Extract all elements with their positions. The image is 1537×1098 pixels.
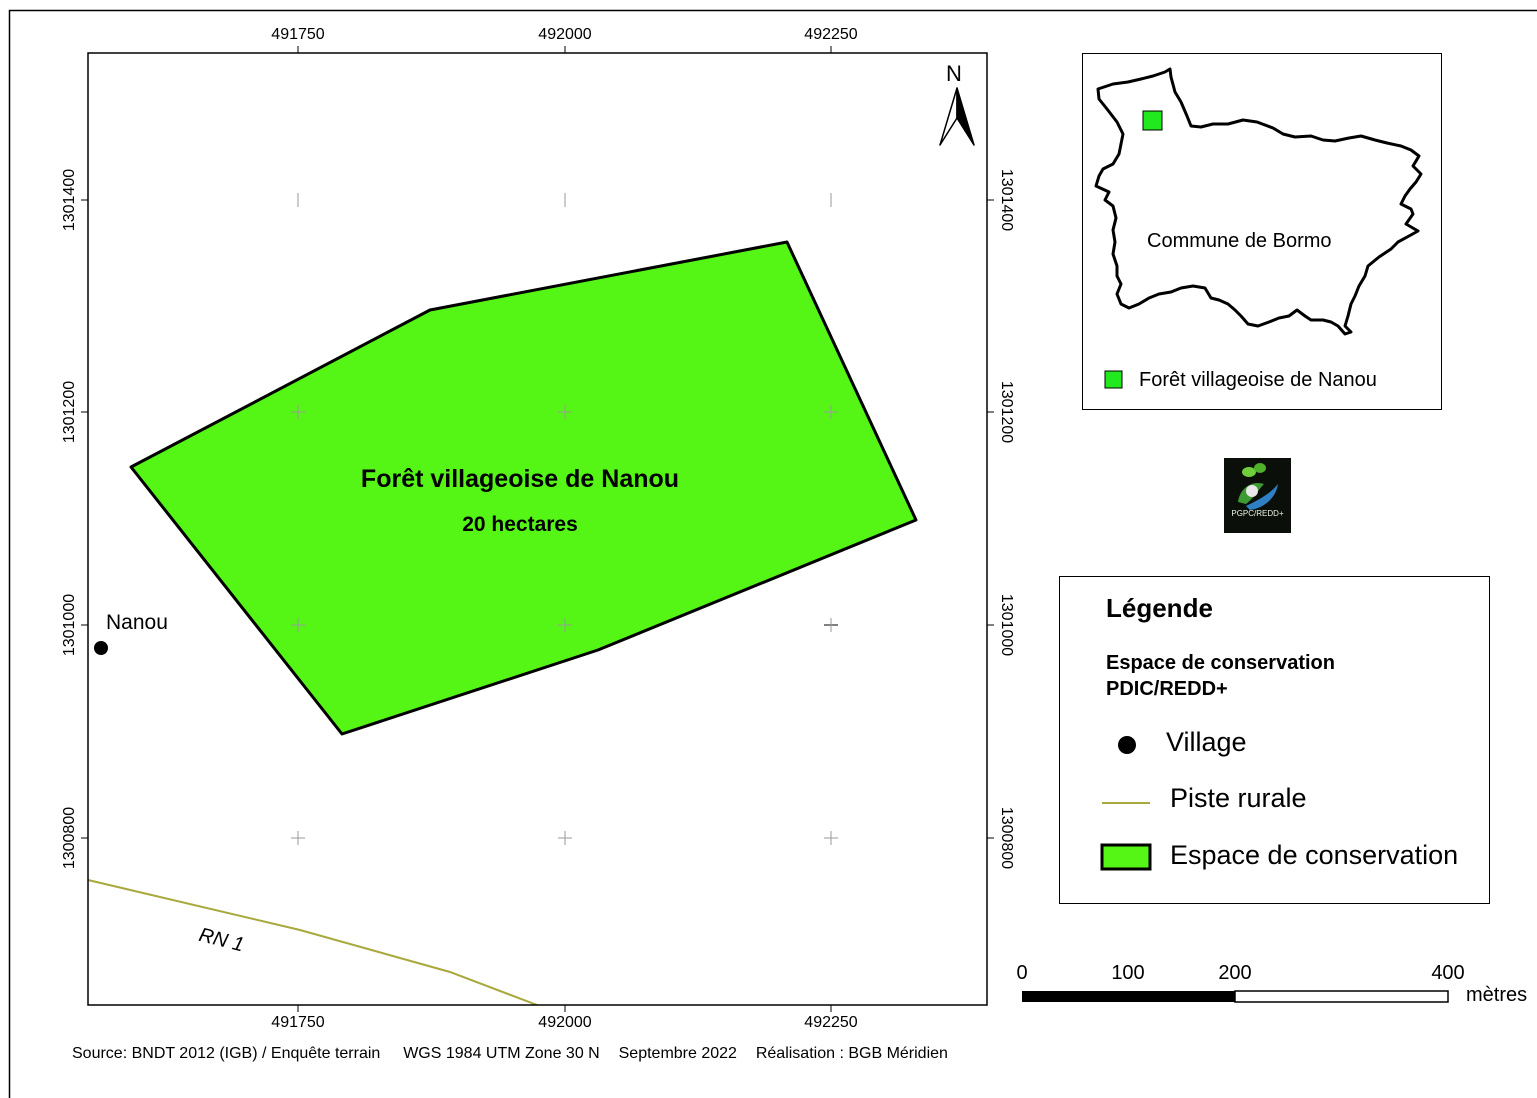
legend-item-conservation: Espace de conservation <box>1170 840 1459 870</box>
x-tick-bottom-2: 492000 <box>538 1014 592 1031</box>
y-tick-left-1: 1301400 <box>61 168 78 232</box>
north-arrow-icon <box>939 87 975 146</box>
axis-ticks <box>81 46 994 1012</box>
footer-projection: WGS 1984 UTM Zone 30 N <box>403 1045 600 1062</box>
footer-source: Source: BNDT 2012 (IGB) / Enquête terrai… <box>72 1045 381 1062</box>
scale-label-400: 400 <box>1431 962 1465 984</box>
footer-date: Septembre 2022 <box>618 1045 737 1062</box>
scale-label-200: 200 <box>1218 962 1252 984</box>
y-tick-left-4: 1300800 <box>61 806 78 870</box>
pgpc-redd-logo: PGPC/REDD+ <box>1224 458 1291 533</box>
village-nanou-dot <box>94 641 108 655</box>
legend-subtitle-line1: Espace de conservation <box>1106 652 1335 674</box>
logo-text: PGPC/REDD+ <box>1231 509 1284 518</box>
x-tick-top-3: 492250 <box>804 26 858 43</box>
y-tick-right-4: 1300800 <box>998 806 1015 870</box>
inset-map: Commune de Bormo Forêt villageoise de Na… <box>1082 53 1442 410</box>
y-tick-right-1: 1301400 <box>998 168 1015 232</box>
forest-location-marker <box>1142 110 1163 131</box>
x-tick-bottom-1: 491750 <box>271 1014 325 1031</box>
x-tick-top-2: 492000 <box>538 26 592 43</box>
legend-item-village: Village <box>1166 727 1247 757</box>
forest-name-label: Forêt villageoise de Nanou <box>360 465 680 493</box>
forest-polygon <box>129 240 918 736</box>
legend-item-road: Piste rurale <box>1170 783 1307 813</box>
conservation-swatch-icon <box>1100 843 1152 871</box>
road-rn1 <box>87 879 538 1006</box>
y-tick-left-2: 1301200 <box>61 380 78 444</box>
legend-box: Légende Espace de conservation PDIC/REDD… <box>1059 576 1490 904</box>
scale-label-0: 0 <box>1016 962 1028 984</box>
grid-crosses <box>291 193 838 845</box>
map-border <box>87 52 988 1006</box>
village-label: Nanou <box>106 611 168 634</box>
forest-area-label: 20 hectares <box>462 513 578 536</box>
legend-subtitle-line2: PDIC/REDD+ <box>1106 678 1228 700</box>
x-tick-top-1: 491750 <box>271 26 325 43</box>
footer: Source: BNDT 2012 (IGB) / Enquête terrai… <box>72 1045 948 1063</box>
legend-title: Légende <box>1106 593 1213 623</box>
inset-legend-swatch <box>1104 370 1123 389</box>
x-tick-bottom-3: 492250 <box>804 1014 858 1031</box>
scale-label-100: 100 <box>1111 962 1145 984</box>
village-dot-icon <box>1118 736 1136 754</box>
north-label: N <box>946 61 962 86</box>
commune-label: Commune de Bormo <box>1147 230 1332 252</box>
y-tick-right-2: 1301200 <box>998 380 1015 444</box>
scale-unit: mètres <box>1466 984 1528 1006</box>
footer-author: Réalisation : BGB Méridien <box>755 1045 948 1062</box>
y-tick-right-3: 1301000 <box>998 593 1015 657</box>
commune-boundary <box>1094 67 1423 336</box>
y-tick-left-3: 1301000 <box>61 593 78 657</box>
inset-legend-label: Forêt villageoise de Nanou <box>1139 369 1377 391</box>
leaf-icon <box>1238 463 1278 510</box>
